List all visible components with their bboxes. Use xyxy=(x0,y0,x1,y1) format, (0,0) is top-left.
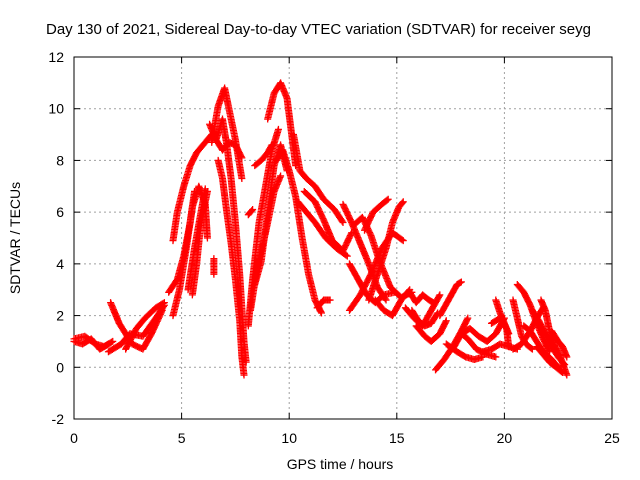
data-point xyxy=(557,368,565,376)
data-series-arc-22 xyxy=(272,146,325,317)
data-series-arc-14 xyxy=(214,156,248,379)
data-series-arc-05 xyxy=(122,299,168,353)
y-tick-label: -2 xyxy=(52,411,65,427)
y-tick-label: 2 xyxy=(56,308,64,324)
data-point xyxy=(274,125,282,133)
data-series-arc-35 xyxy=(406,288,437,307)
x-tick-label: 0 xyxy=(70,430,78,446)
data-point xyxy=(210,270,218,278)
data-point xyxy=(277,172,285,180)
data-series-arc-32 xyxy=(361,195,392,234)
data-series-arc-39 xyxy=(436,278,465,320)
x-tick-label: 5 xyxy=(178,430,186,446)
data-point xyxy=(436,291,444,299)
y-tick-label: 6 xyxy=(56,204,64,220)
data-point xyxy=(326,296,334,304)
data-series-arc-15 xyxy=(206,120,246,162)
axis-ticks: 0 5 10 15 20 25 -2 0 2 4 6 8 10 12 xyxy=(48,49,620,446)
data-point xyxy=(103,341,111,349)
data-point xyxy=(347,230,355,238)
data-series-arc-52 xyxy=(533,343,567,376)
data-point xyxy=(442,317,450,325)
data-point xyxy=(338,217,346,225)
data-point xyxy=(527,344,535,352)
data-points xyxy=(70,79,571,379)
data-series-arc-33 xyxy=(371,286,414,320)
data-point xyxy=(238,175,246,183)
data-point xyxy=(343,252,351,260)
y-tick-label: 8 xyxy=(56,152,64,168)
plot-frame xyxy=(73,56,613,420)
data-point xyxy=(528,345,536,353)
data-series-arc-37 xyxy=(412,317,450,345)
data-point xyxy=(429,299,437,307)
data-series-arc-45 xyxy=(492,296,513,338)
data-series-arc-19 xyxy=(251,141,276,170)
data-point xyxy=(249,206,257,214)
x-tick-label: 25 xyxy=(604,430,620,446)
data-point xyxy=(384,195,392,203)
data-series-arc-20 xyxy=(244,206,257,219)
data-point xyxy=(563,353,571,361)
data-point xyxy=(398,199,406,207)
data-point xyxy=(399,198,407,206)
data-point xyxy=(457,278,465,286)
data-point xyxy=(238,154,246,162)
data-point xyxy=(559,368,567,376)
data-series-arc-04 xyxy=(107,299,166,353)
data-series-arc-02 xyxy=(70,335,112,353)
y-tick-label: 12 xyxy=(48,49,64,65)
y-axis-label: SDTVAR / TECUs xyxy=(7,182,23,294)
chart-title: Day 130 of 2021, Sidereal Day-to-day VTE… xyxy=(46,21,591,38)
data-point xyxy=(399,237,407,245)
data-point xyxy=(248,207,256,215)
data-point xyxy=(158,306,166,314)
data-point xyxy=(383,196,391,204)
data-point xyxy=(268,141,276,149)
data-series-arc-31 xyxy=(365,198,407,304)
data-series-arc-26 xyxy=(313,296,334,312)
y-tick-label: 4 xyxy=(56,256,64,272)
data-series-arc-23 xyxy=(290,131,347,226)
data-point xyxy=(563,371,571,379)
data-point xyxy=(317,309,325,317)
y-tick-label: 10 xyxy=(48,101,64,117)
data-series-arc-25 xyxy=(300,187,356,255)
data-point xyxy=(160,299,168,307)
x-tick-label: 15 xyxy=(389,430,405,446)
data-point xyxy=(240,371,248,379)
data-point xyxy=(505,343,513,351)
data-point xyxy=(342,251,350,259)
data-point xyxy=(203,234,211,242)
data-series-arc-12 xyxy=(210,255,218,278)
data-point xyxy=(104,340,112,348)
data-series-arc-07 xyxy=(169,182,211,320)
y-tick-label: 0 xyxy=(56,359,64,375)
data-series-arc-53 xyxy=(548,327,571,361)
data-point xyxy=(203,187,211,195)
grid-lines xyxy=(74,57,612,419)
data-point xyxy=(505,330,513,338)
data-series-arc-08 xyxy=(169,131,216,245)
data-point xyxy=(464,314,472,322)
data-point xyxy=(398,236,406,244)
data-point xyxy=(109,337,117,345)
data-series-arc-36 xyxy=(408,306,442,330)
data-point xyxy=(435,292,443,300)
data-point xyxy=(159,299,167,307)
data-point xyxy=(492,353,500,361)
x-tick-label: 10 xyxy=(281,430,297,446)
x-tick-label: 20 xyxy=(497,430,513,446)
data-point xyxy=(339,218,347,226)
data-point xyxy=(267,142,275,150)
data-series-arc-10 xyxy=(188,187,211,299)
x-axis-label: GPS time / hours xyxy=(287,456,394,472)
